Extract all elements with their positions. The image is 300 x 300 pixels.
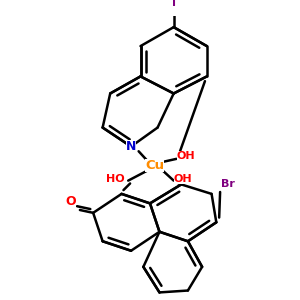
- Text: HO: HO: [106, 174, 124, 184]
- Text: OH: OH: [174, 174, 193, 184]
- Text: OH: OH: [177, 151, 195, 161]
- Text: Br: Br: [221, 179, 235, 189]
- Text: Cu: Cu: [145, 159, 164, 172]
- Text: N: N: [126, 140, 136, 153]
- Text: O: O: [65, 195, 76, 208]
- Text: I: I: [172, 0, 176, 8]
